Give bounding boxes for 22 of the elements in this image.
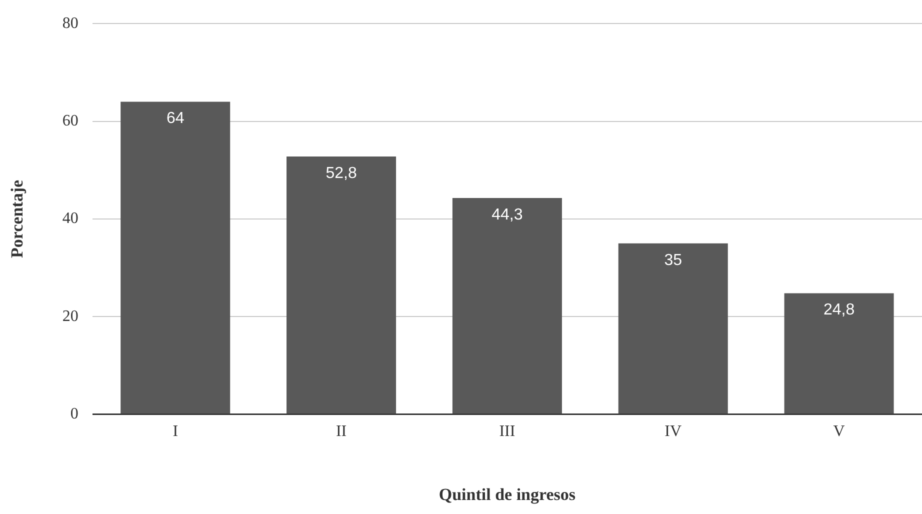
- bar: [286, 156, 396, 414]
- data-label: 64: [166, 110, 184, 128]
- x-axis-title: Quintil de ingresos: [438, 485, 576, 504]
- x-tick-label: II: [336, 423, 347, 440]
- bar: [618, 243, 728, 414]
- y-tick-label: 80: [62, 14, 78, 32]
- y-tick-label: 60: [62, 112, 78, 130]
- x-tick-label: IV: [664, 423, 682, 440]
- x-tick-label: V: [833, 423, 846, 440]
- data-label: 52,8: [326, 164, 357, 182]
- y-axis-title: Porcentaje: [8, 180, 27, 258]
- data-label: 35: [664, 252, 682, 269]
- bar: [784, 293, 894, 414]
- x-tick-label: III: [499, 423, 516, 440]
- y-tick-label: 0: [70, 406, 78, 423]
- x-tick-label: I: [172, 423, 178, 440]
- y-tick-label: 40: [62, 210, 78, 228]
- y-tick-label: 20: [62, 308, 78, 325]
- data-label: 24,8: [823, 302, 855, 319]
- bar: [120, 102, 230, 414]
- bar: [452, 198, 562, 414]
- data-label: 44,3: [492, 206, 523, 224]
